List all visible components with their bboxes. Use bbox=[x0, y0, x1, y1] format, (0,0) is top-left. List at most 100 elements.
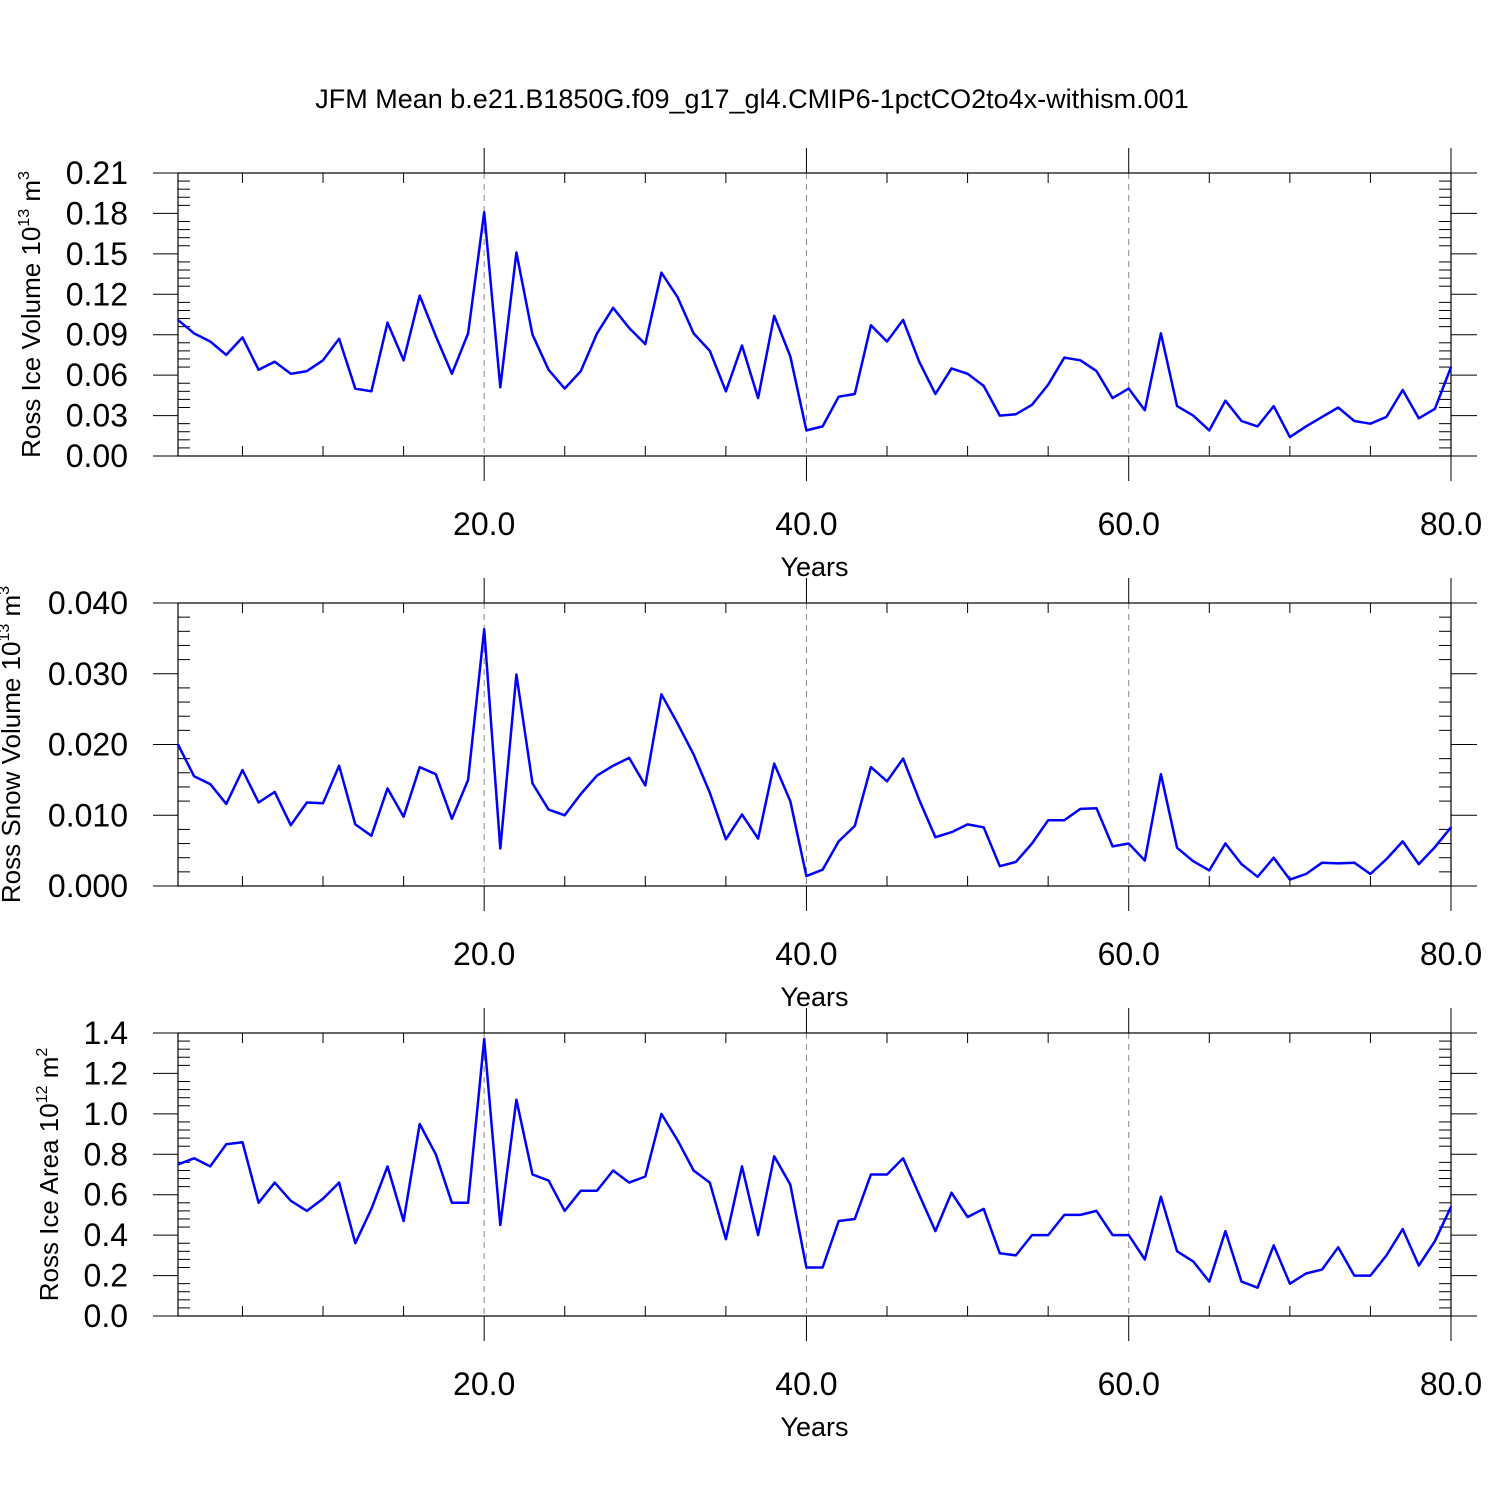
data-point bbox=[998, 1252, 1001, 1255]
data-point bbox=[741, 344, 743, 347]
x-tick-label: 80.0 bbox=[1420, 1366, 1482, 1402]
data-point bbox=[579, 793, 582, 795]
data-point bbox=[289, 1199, 292, 1202]
data-point bbox=[483, 628, 486, 631]
data-point bbox=[1385, 1254, 1388, 1257]
data-point bbox=[1450, 1205, 1452, 1208]
data-point bbox=[579, 1189, 582, 1192]
x-tick-label: 80.0 bbox=[1420, 936, 1482, 972]
data-point bbox=[676, 722, 679, 725]
data-point bbox=[708, 1181, 711, 1184]
data-point bbox=[660, 693, 663, 696]
data-point bbox=[1289, 878, 1291, 881]
data-point bbox=[1369, 1274, 1372, 1277]
data-point bbox=[998, 414, 1001, 417]
plot-frame bbox=[177, 172, 1452, 457]
data-point bbox=[692, 1169, 695, 1172]
data-point bbox=[596, 332, 598, 335]
data-point bbox=[870, 324, 872, 327]
data-point bbox=[902, 319, 904, 321]
y-tick-label: 0.8 bbox=[84, 1136, 128, 1172]
data-point bbox=[1143, 409, 1146, 412]
data-point bbox=[547, 1179, 550, 1182]
data-point bbox=[177, 743, 179, 746]
data-point bbox=[1015, 1254, 1017, 1257]
y-tick-label: 0.09 bbox=[66, 317, 128, 353]
data-point bbox=[821, 868, 824, 871]
y-axis-title: Ross Ice Area 1012 m2 bbox=[34, 1048, 64, 1302]
data-point bbox=[1160, 773, 1162, 776]
y-axis-title: Ross Snow Volume 1013 m3 bbox=[0, 586, 26, 903]
series-line bbox=[177, 1037, 1453, 1289]
data-point bbox=[773, 762, 776, 765]
data-point bbox=[1095, 807, 1098, 810]
data-point bbox=[934, 393, 937, 395]
data-point bbox=[1224, 1230, 1227, 1232]
data-point bbox=[950, 831, 953, 834]
data-point bbox=[837, 1220, 840, 1222]
data-point bbox=[1208, 1280, 1211, 1283]
data-point bbox=[1337, 862, 1340, 865]
data-point bbox=[853, 825, 856, 827]
data-point bbox=[1305, 1272, 1307, 1275]
data-point bbox=[563, 387, 566, 390]
x-tick-label: 40.0 bbox=[775, 506, 837, 542]
data-point bbox=[289, 372, 292, 375]
data-point bbox=[306, 1210, 308, 1212]
y-axis-title: Ross Ice Volume 1013 m3 bbox=[16, 171, 46, 458]
data-point bbox=[1417, 1264, 1420, 1267]
data-point bbox=[241, 769, 244, 771]
data-point bbox=[1143, 859, 1146, 862]
data-point bbox=[1272, 856, 1275, 859]
data-point bbox=[306, 801, 308, 804]
data-point bbox=[563, 814, 566, 817]
data-point bbox=[1369, 873, 1372, 875]
data-point bbox=[531, 1173, 534, 1176]
data-point bbox=[370, 390, 373, 393]
data-point bbox=[1176, 405, 1178, 407]
data-point bbox=[1160, 332, 1162, 335]
data-point bbox=[1063, 1214, 1066, 1216]
x-tick-label: 40.0 bbox=[775, 936, 837, 972]
data-point bbox=[418, 1123, 421, 1125]
data-point bbox=[1240, 1280, 1243, 1283]
data-point bbox=[1192, 1260, 1195, 1263]
data-point bbox=[966, 823, 969, 826]
data-point bbox=[1047, 383, 1050, 386]
data-point bbox=[531, 782, 534, 785]
data-point bbox=[612, 306, 614, 309]
data-point bbox=[1127, 387, 1130, 390]
data-point bbox=[1192, 860, 1195, 863]
x-axis-title: Years bbox=[780, 552, 848, 582]
data-point bbox=[1450, 366, 1452, 368]
data-point bbox=[322, 802, 324, 805]
data-point bbox=[708, 350, 711, 352]
data-point bbox=[1224, 399, 1227, 402]
data-point bbox=[402, 1220, 405, 1222]
data-point bbox=[273, 360, 276, 363]
x-tick-label: 60.0 bbox=[1098, 1366, 1160, 1402]
data-point bbox=[982, 385, 985, 387]
x-tick-label: 20.0 bbox=[453, 1366, 515, 1402]
data-point bbox=[644, 784, 647, 787]
data-point bbox=[1434, 407, 1436, 410]
data-point bbox=[725, 1238, 727, 1241]
data-point bbox=[451, 817, 453, 820]
data-point bbox=[338, 1181, 340, 1184]
data-point bbox=[1337, 1246, 1340, 1249]
data-point bbox=[1095, 1210, 1098, 1212]
data-point bbox=[579, 370, 582, 372]
panel-2: 20.0 40.0 60.0 80.0 0.000 0.010 0.020 0.030 0.04… bbox=[0, 578, 1482, 1012]
y-tick-label: 0.040 bbox=[48, 585, 128, 621]
data-point bbox=[257, 368, 260, 371]
data-point bbox=[1256, 425, 1259, 428]
data-point bbox=[1417, 417, 1420, 420]
data-point bbox=[934, 1230, 937, 1232]
data-point bbox=[1353, 420, 1356, 422]
y-axis-title-exponent: 12 bbox=[34, 1085, 51, 1103]
data-point bbox=[499, 386, 502, 389]
data-point bbox=[515, 673, 518, 676]
series-line bbox=[177, 210, 1453, 439]
data-point bbox=[386, 787, 389, 790]
y-axis-title-unit: m bbox=[0, 595, 26, 624]
